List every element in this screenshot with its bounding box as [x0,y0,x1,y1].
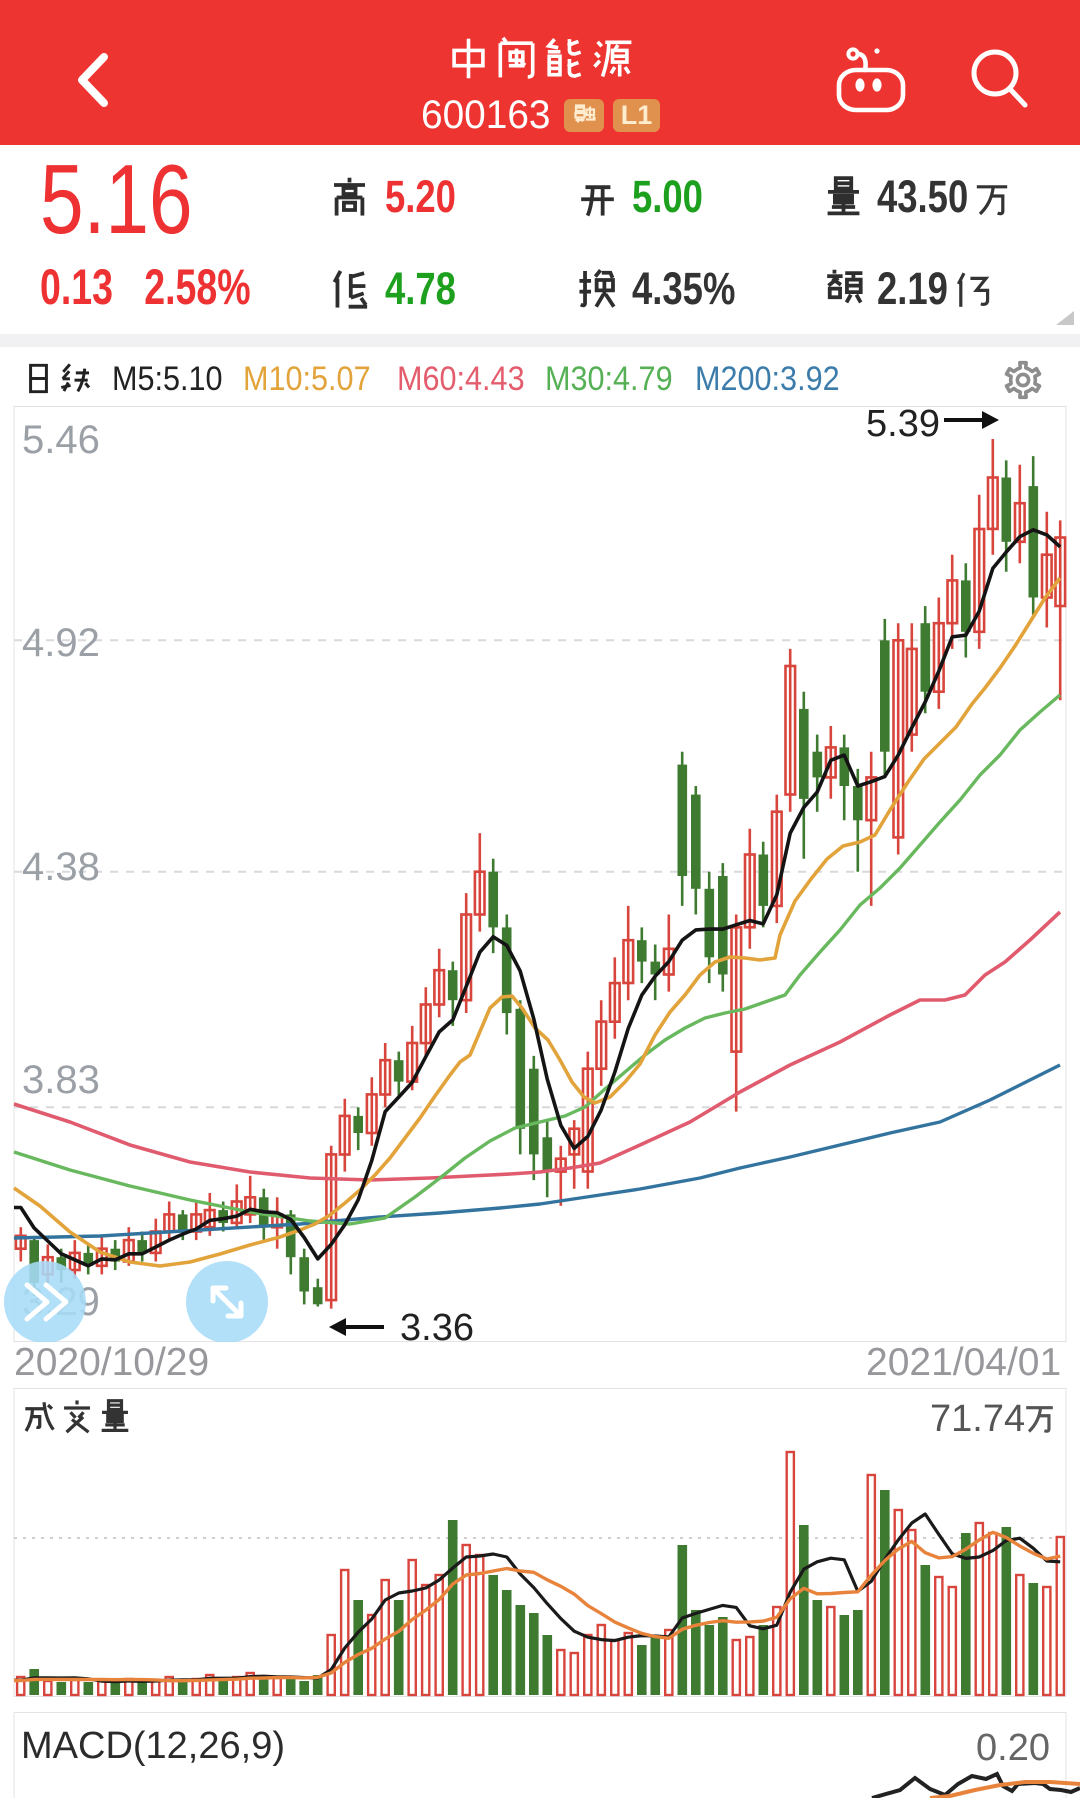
svg-text:3.36: 3.36 [400,1307,474,1342]
svg-text:5.39: 5.39 [866,406,940,445]
svg-text:0.20: 0.20 [976,1727,1050,1769]
svg-text:4.92: 4.92 [22,621,100,665]
svg-text:71.74: 71.74 [930,1398,1025,1440]
svg-text:4.38: 4.38 [22,845,100,889]
svg-text:3.83: 3.83 [22,1058,100,1102]
svg-text:5.46: 5.46 [22,418,100,462]
svg-text:MACD(12,26,9): MACD(12,26,9) [21,1725,285,1767]
